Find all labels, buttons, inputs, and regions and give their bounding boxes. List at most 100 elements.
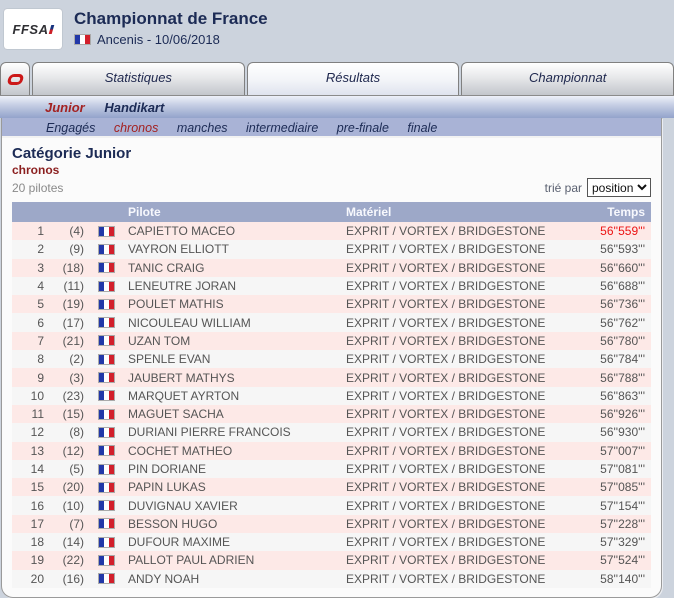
row-position: 9 [37, 370, 44, 385]
sort-select[interactable]: position [587, 178, 651, 197]
row-flag-cell [84, 298, 128, 310]
row-flag-cell [84, 408, 128, 420]
row-kart-number: (5) [69, 462, 84, 476]
table-row: 9 (3) JAUBERT MATHYS EXPRIT / VORTEX / B… [12, 368, 651, 387]
row-material: EXPRIT / VORTEX / BRIDGESTONE [346, 352, 546, 367]
session-nav: Engagés chronos manches intermediaire pr… [2, 118, 661, 138]
row-material: EXPRIT / VORTEX / BRIDGESTONE [346, 516, 546, 531]
france-flag-icon [97, 573, 115, 585]
row-flag-cell [84, 353, 128, 365]
row-kart-number: (14) [62, 535, 84, 550]
row-position: 5 [37, 297, 44, 312]
row-material: EXPRIT / VORTEX / BRIDGESTONE [346, 553, 546, 568]
session-nav-intermediaire[interactable]: intermediaire [246, 121, 319, 135]
row-flag-cell [84, 280, 128, 292]
row-material: EXPRIT / VORTEX / BRIDGESTONE [346, 297, 546, 312]
row-time: 56''788''' [600, 370, 645, 385]
tab-championnat[interactable]: Championnat [461, 62, 674, 95]
row-pilot-name: VAYRON ELLIOTT [128, 242, 229, 257]
session-nav-manches[interactable]: manches [176, 121, 228, 135]
table-row: 16 (10) DUVIGNAU XAVIER EXPRIT / VORTEX … [12, 496, 651, 515]
france-flag-icon [97, 372, 115, 384]
row-position: 16 [30, 498, 44, 513]
row-kart-number: (7) [69, 516, 84, 531]
category-nav-junior[interactable]: Junior [45, 100, 85, 115]
row-position: 14 [30, 462, 44, 476]
row-position: 11 [31, 407, 44, 422]
table-row: 17 (7) BESSON HUGO EXPRIT / VORTEX / BRI… [12, 514, 651, 534]
row-kart-number: (17) [62, 315, 84, 330]
header-time: Temps [607, 205, 645, 219]
row-kart-number: (16) [62, 571, 84, 586]
session-nav-engages[interactable]: Engagés [46, 121, 96, 135]
category-nav-handikart[interactable]: Handikart [104, 100, 165, 115]
france-flag-icon [74, 34, 91, 45]
france-flag-icon [97, 518, 115, 530]
row-kart-number: (8) [69, 425, 84, 440]
home-tab[interactable] [0, 62, 30, 95]
page-header: FFSA Championnat de France Ancenis - 10/… [0, 0, 674, 62]
row-position: 10 [30, 388, 44, 403]
session-subheading: chronos [12, 163, 60, 177]
row-flag-cell [84, 573, 128, 585]
row-kart-number: (3) [69, 370, 84, 385]
row-position: 7 [37, 333, 44, 348]
row-material: EXPRIT / VORTEX / BRIDGESTONE [346, 388, 546, 403]
header-material: Matériel [346, 205, 392, 219]
france-flag-icon [97, 408, 115, 420]
table-row: 15 (20) PAPIN LUKAS EXPRIT / VORTEX / BR… [12, 478, 651, 497]
category-heading: Catégorie Junior [12, 145, 132, 162]
france-flag-icon [97, 353, 115, 365]
france-flag-icon [97, 445, 115, 457]
row-time: 57''007''' [600, 443, 645, 458]
row-time: 57''154''' [600, 498, 645, 513]
row-pilot-name: CAPIETTO MACEO [128, 224, 236, 239]
row-material: EXPRIT / VORTEX / BRIDGESTONE [346, 462, 546, 476]
session-nav-finale[interactable]: finale [407, 121, 438, 135]
row-pilot-name: TANIC CRAIG [128, 260, 205, 275]
row-time: 56''660''' [600, 260, 645, 275]
row-pilot-name: POULET MATHIS [128, 297, 224, 312]
row-flag-cell [84, 335, 128, 347]
row-flag-cell [84, 262, 128, 274]
row-material: EXPRIT / VORTEX / BRIDGESTONE [346, 315, 546, 330]
table-row: 19 (22) PALLOT PAUL ADRIEN EXPRIT / VORT… [12, 551, 651, 570]
row-pilot-name: DUFOUR MAXIME [128, 535, 230, 550]
row-kart-number: (23) [62, 388, 84, 403]
row-position: 15 [30, 480, 44, 495]
table-row: 10 (23) MARQUET AYRTON EXPRIT / VORTEX /… [12, 386, 651, 405]
tab-resultats[interactable]: Résultats [246, 62, 460, 95]
row-flag-cell [84, 243, 128, 255]
row-kart-number: (15) [62, 407, 84, 422]
row-time: 56''926''' [600, 407, 645, 422]
row-time: 56''688''' [600, 279, 645, 294]
france-flag-icon [97, 262, 115, 274]
row-kart-number: (12) [62, 443, 84, 458]
row-pilot-name: ANDY NOAH [128, 571, 200, 586]
row-position: 4 [37, 279, 44, 294]
row-flag-cell [84, 317, 128, 329]
session-nav-chronos[interactable]: chronos [113, 121, 159, 135]
row-flag-cell [84, 390, 128, 402]
row-time: 56''784''' [600, 352, 645, 367]
row-kart-number: (20) [62, 480, 84, 495]
session-nav-pre-finale[interactable]: pre-finale [336, 121, 389, 135]
table-row: 6 (17) NICOULEAU WILLIAM EXPRIT / VORTEX… [12, 313, 651, 332]
row-material: EXPRIT / VORTEX / BRIDGESTONE [346, 224, 546, 239]
france-flag-icon [97, 390, 115, 402]
table-row: 4 (11) LENEUTRE JORAN EXPRIT / VORTEX / … [12, 276, 651, 296]
france-flag-icon [97, 317, 115, 329]
row-flag-cell [84, 225, 128, 237]
row-position: 17 [30, 516, 44, 531]
row-kart-number: (18) [62, 260, 84, 275]
tab-statistiques[interactable]: Statistiques [32, 62, 245, 95]
row-flag-cell [84, 536, 128, 548]
row-time: 58''140''' [600, 571, 645, 586]
row-position: 2 [37, 242, 44, 257]
results-table: Pilote Matériel Temps 1 (4) CAPIETTO MAC… [12, 202, 651, 588]
table-row: 2 (9) VAYRON ELLIOTT EXPRIT / VORTEX / B… [12, 240, 651, 259]
row-pilot-name: JAUBERT MATHYS [128, 370, 235, 385]
table-row: 3 (18) TANIC CRAIG EXPRIT / VORTEX / BRI… [12, 258, 651, 277]
france-flag-icon [97, 481, 115, 493]
row-position: 6 [37, 315, 44, 330]
